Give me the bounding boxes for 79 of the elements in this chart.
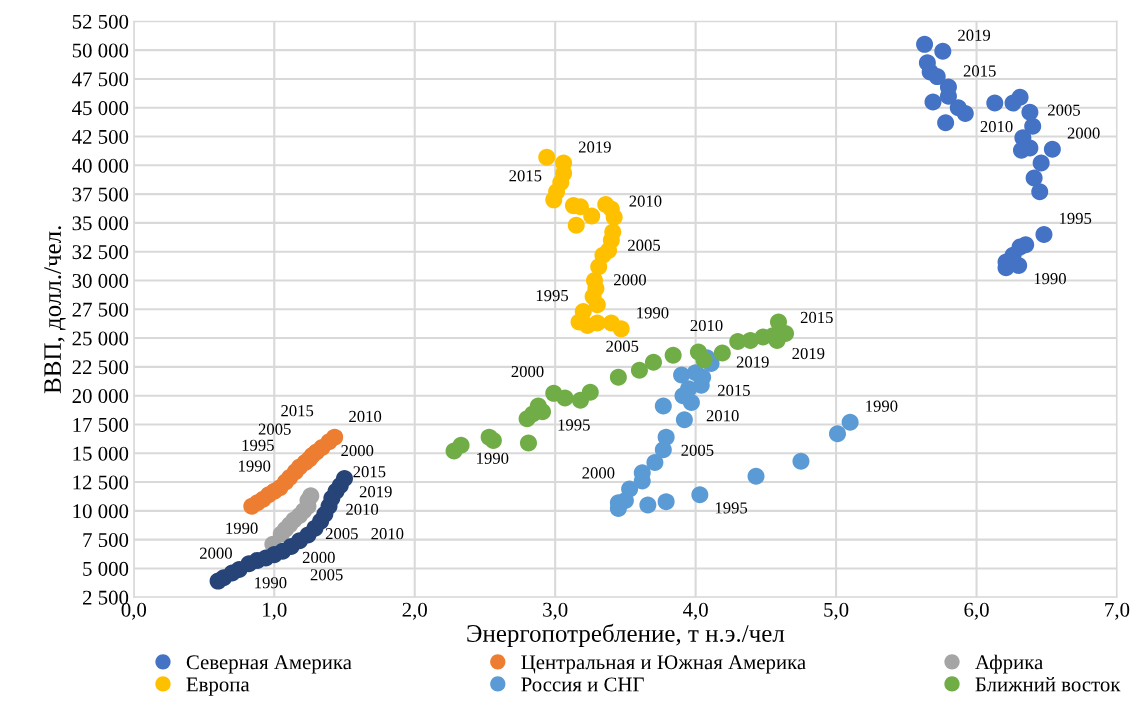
annotation: 2015 (281, 405, 314, 417)
annotation: 2000 (200, 547, 232, 559)
y-tick-label: 7 500 (83, 533, 129, 548)
x-tick-label: 2,0 (402, 602, 427, 620)
y-tick-label: 40 000 (72, 158, 129, 173)
y-tick-label: 10 000 (73, 504, 129, 519)
annotation: 1990 (637, 307, 669, 319)
y-tick-label: 30 000 (72, 273, 129, 288)
annotation: 1995 (536, 289, 569, 302)
y-tick-label: 20 000 (72, 389, 129, 404)
y-tick-label: 25 000 (72, 331, 129, 346)
annotation: 1990 (866, 400, 898, 412)
annotation: 2010 (690, 319, 723, 332)
annotation: 2019 (958, 29, 991, 41)
legend-label: Северная Америка (186, 655, 352, 674)
legend-label: Европа (186, 677, 250, 696)
annotation: 2019 (359, 486, 392, 498)
y-tick-label: 37 500 (72, 187, 129, 202)
annotation: 1995 (558, 419, 590, 431)
annotation: 2010 (629, 195, 662, 207)
y-tick-label: 17 500 (73, 417, 129, 432)
y-tick-label: 42 500 (72, 129, 129, 144)
annotation: 1995 (1060, 212, 1092, 225)
y-tick-label: 15 000 (73, 446, 129, 461)
y-tick-label: 32 500 (72, 245, 129, 260)
x-tick-label: 5,0 (824, 602, 849, 620)
annotation: 1995 (242, 439, 274, 451)
annotation: 2010 (706, 410, 739, 422)
annotation: 2015 (717, 384, 750, 396)
annotation: 2010 (346, 503, 379, 516)
annotation: 1990 (477, 452, 509, 464)
annotation: 1990 (1034, 273, 1066, 285)
x-tick-label: 7,0 (1105, 602, 1130, 620)
annotation: 2005 (258, 423, 291, 435)
annotation: 2010 (980, 120, 1013, 133)
y-tick-label: 5 000 (83, 561, 129, 576)
legend-label: Африка (975, 654, 1044, 674)
y-tick-label: 35 000 (72, 216, 129, 231)
legend-label: Центральная и Южная Америка (521, 655, 806, 674)
annotation: 2019 (792, 347, 825, 360)
annotation: 2010 (349, 410, 382, 423)
annotation: 2015 (963, 65, 996, 77)
x-axis-title: Энергопотребление, т н.э./чел (467, 623, 785, 647)
x-tick-label: 4,0 (683, 602, 708, 620)
annotation: 1990 (255, 577, 287, 589)
annotation: 2000 (582, 467, 615, 479)
legend-label: Ближний восток (975, 676, 1121, 692)
annotation: 1990 (239, 460, 271, 472)
annotation: 2000 (614, 274, 646, 286)
annotation: 2019 (736, 356, 769, 368)
annotation: 2005 (1048, 104, 1080, 116)
y-axis-title: ВВП, долл./чел. (44, 226, 66, 394)
annotation: 2005 (681, 444, 714, 456)
x-tick-label: 3,0 (543, 602, 568, 620)
annotation: 2005 (628, 239, 661, 251)
y-tick-label: 12 500 (73, 475, 129, 490)
x-tick-label: 1,0 (263, 602, 287, 620)
annotation: 1990 (226, 522, 258, 534)
y-tick-label: 45 000 (72, 101, 129, 116)
x-tick-label: 6,0 (964, 602, 989, 620)
y-tick-label: 22 500 (72, 360, 129, 375)
annotation: 1995 (715, 502, 748, 514)
annotation: 2005 (310, 569, 343, 581)
annotation: 2019 (578, 141, 611, 153)
annotation: 2010 (371, 528, 404, 540)
annotation: 2000 (1067, 127, 1100, 139)
y-tick-label: 47 500 (72, 72, 129, 87)
annotation: 2015 (509, 170, 542, 182)
y-tick-label: 50 000 (72, 43, 129, 58)
annotation: 2005 (606, 340, 639, 352)
annotation: 2000 (302, 551, 335, 564)
y-tick-label: 27 500 (72, 302, 129, 317)
annotation: 2005 (325, 528, 358, 540)
y-tick-label: 52 500 (72, 14, 129, 29)
annotation: 2000 (511, 365, 544, 378)
annotation: 2015 (353, 466, 386, 478)
annotation: 2000 (341, 444, 374, 457)
annotation: 2015 (800, 311, 833, 324)
legend-label: Россия и СНГ (521, 677, 644, 692)
